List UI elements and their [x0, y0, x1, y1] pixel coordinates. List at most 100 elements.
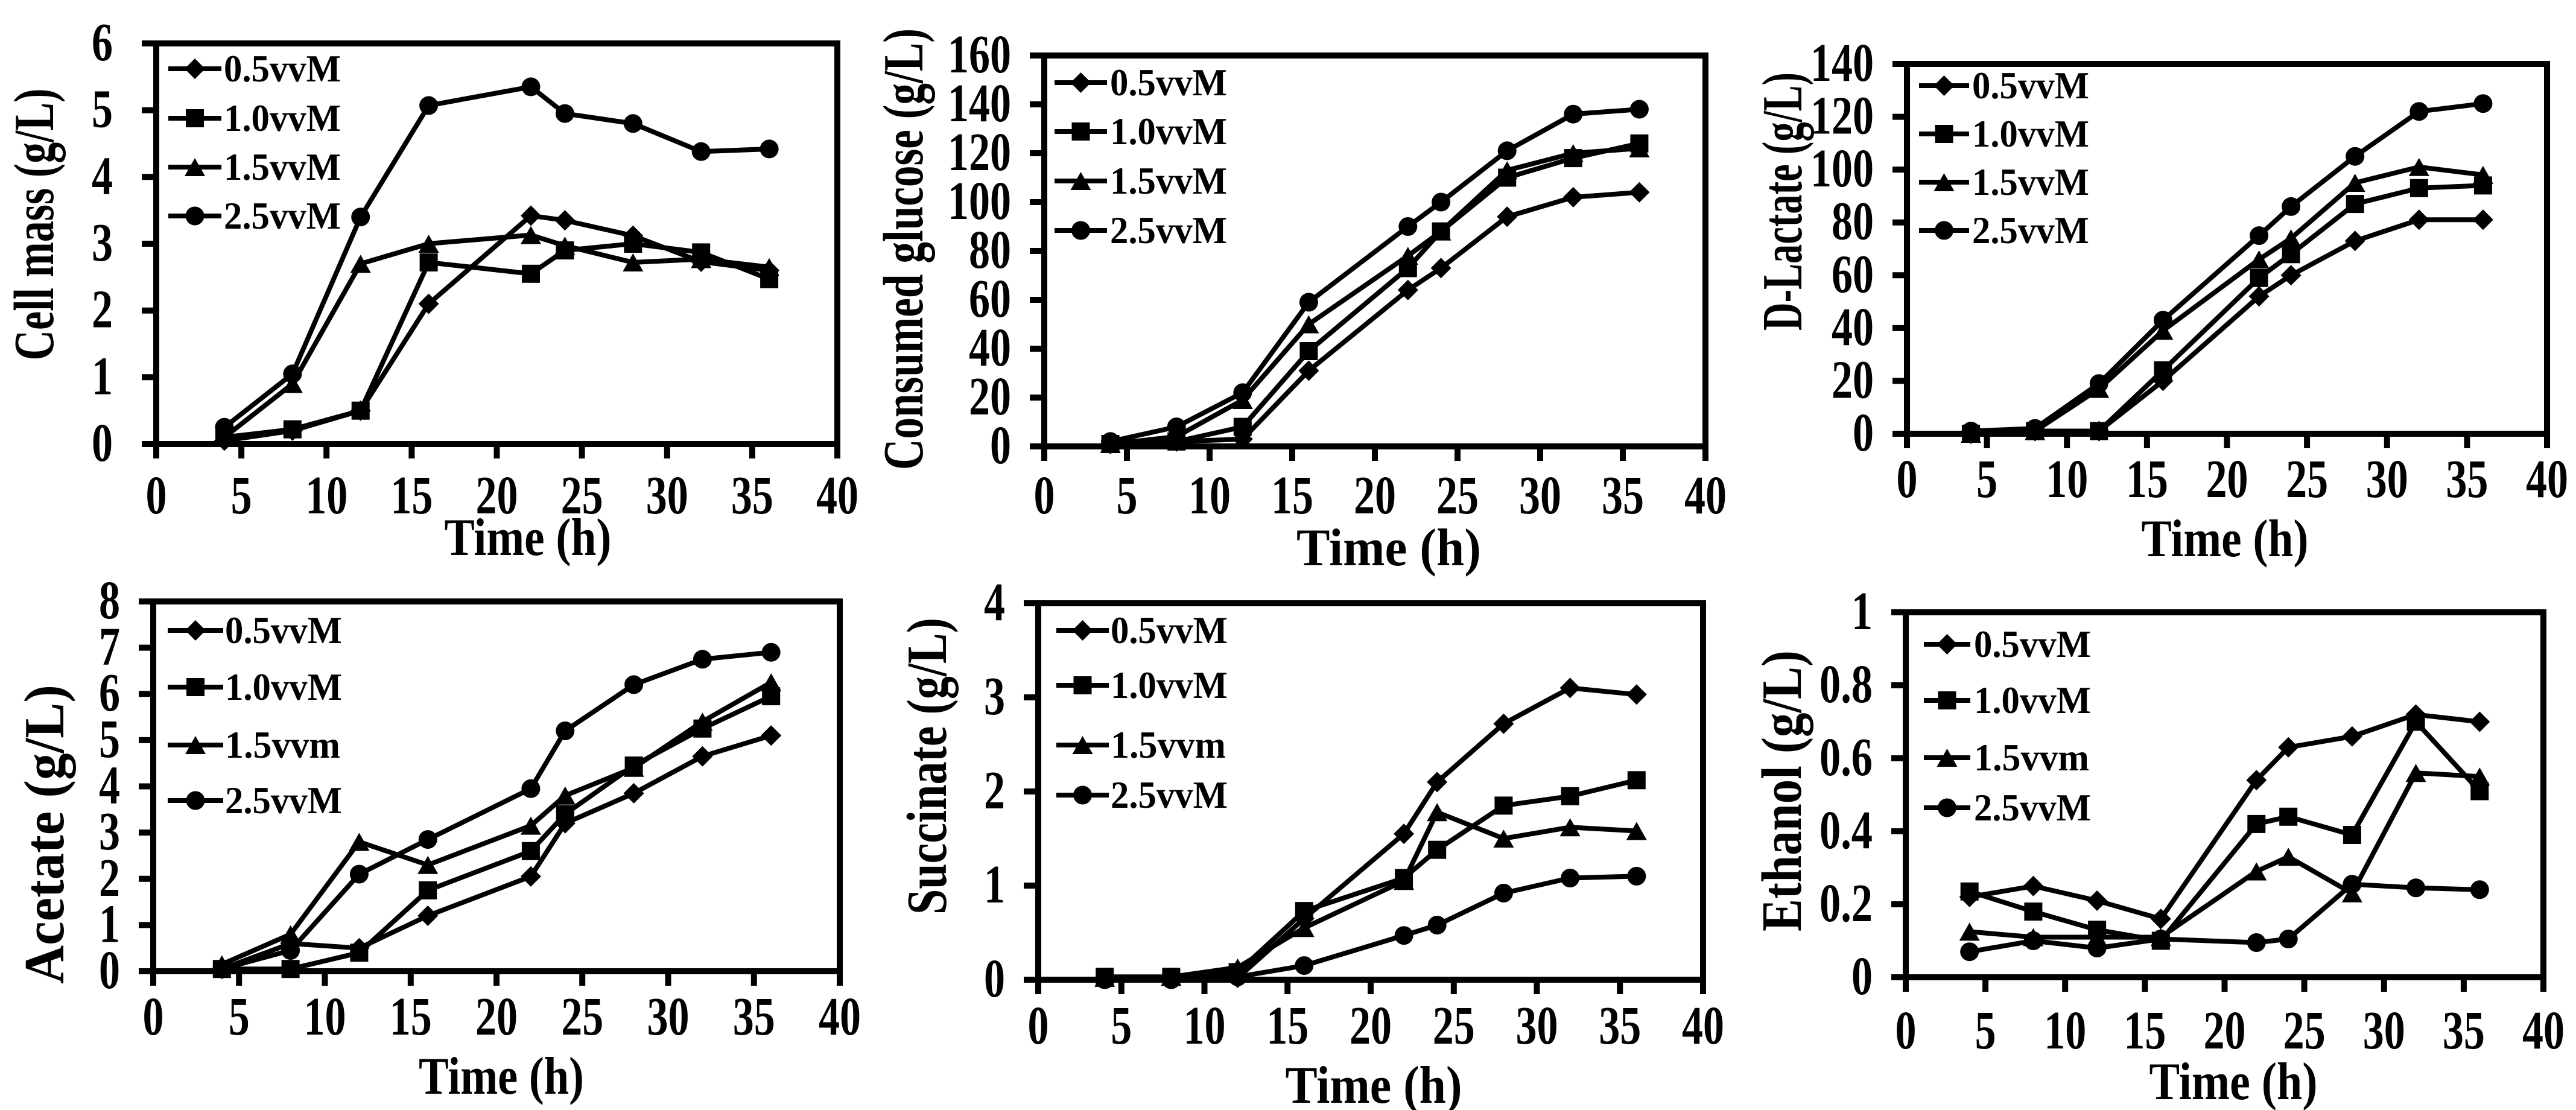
svg-text:0.5vvM: 0.5vvM [1111, 609, 1228, 652]
svg-text:30: 30 [647, 987, 690, 1047]
svg-text:5: 5 [1975, 1001, 1996, 1061]
svg-text:25: 25 [561, 987, 603, 1047]
svg-text:0.5vvM: 0.5vvM [1974, 623, 2091, 665]
svg-text:35: 35 [731, 466, 773, 525]
svg-text:1: 1 [1851, 582, 1873, 641]
svg-text:10: 10 [1184, 996, 1226, 1056]
svg-text:30: 30 [1516, 996, 1558, 1056]
svg-text:2.5vvM: 2.5vvM [1972, 209, 2089, 252]
svg-text:0: 0 [99, 940, 120, 1000]
svg-text:2: 2 [92, 280, 113, 340]
svg-text:5: 5 [99, 709, 120, 769]
svg-text:1.0vvM: 1.0vvM [225, 665, 342, 708]
svg-text:160: 160 [948, 25, 1011, 84]
svg-text:25: 25 [1433, 996, 1475, 1056]
svg-text:0: 0 [990, 416, 1011, 475]
svg-text:0.8: 0.8 [1819, 655, 1873, 714]
svg-text:10: 10 [2046, 449, 2088, 509]
svg-text:5: 5 [1976, 449, 1997, 509]
svg-text:0: 0 [1896, 1001, 1917, 1061]
svg-text:Cell mass (g/L): Cell mass (g/L) [3, 89, 66, 361]
svg-text:4: 4 [92, 146, 113, 206]
svg-text:40: 40 [819, 987, 861, 1047]
svg-text:35: 35 [733, 987, 775, 1047]
svg-text:2.5vvM: 2.5vvM [225, 779, 342, 822]
svg-text:20: 20 [2204, 1001, 2246, 1061]
svg-text:10: 10 [2044, 1001, 2086, 1061]
svg-text:40: 40 [816, 466, 858, 525]
svg-text:20: 20 [475, 987, 518, 1047]
svg-text:25: 25 [2286, 449, 2328, 509]
svg-text:30: 30 [2366, 449, 2408, 509]
svg-text:Time (h): Time (h) [419, 1047, 584, 1106]
svg-text:1: 1 [92, 346, 113, 406]
svg-text:5: 5 [92, 80, 113, 139]
svg-text:35: 35 [1602, 466, 1644, 525]
svg-text:30: 30 [646, 466, 688, 525]
svg-text:0: 0 [1034, 466, 1055, 525]
svg-text:0: 0 [1851, 947, 1873, 1006]
svg-text:25: 25 [2283, 1001, 2326, 1061]
svg-text:5: 5 [231, 466, 252, 525]
svg-text:80: 80 [1832, 192, 1874, 252]
svg-text:60: 60 [1832, 244, 1874, 304]
svg-text:0.5vvM: 0.5vvM [225, 609, 342, 652]
svg-text:30: 30 [2363, 1001, 2405, 1061]
svg-text:Ethanol (g/L): Ethanol (g/L) [1751, 650, 1813, 931]
svg-text:30: 30 [1519, 466, 1561, 525]
svg-text:15: 15 [1266, 996, 1309, 1056]
svg-text:1.0vvM: 1.0vvM [1974, 679, 2091, 722]
svg-text:Acetate (g/L): Acetate (g/L) [13, 685, 76, 984]
svg-text:6: 6 [92, 13, 113, 72]
svg-text:2.5vvM: 2.5vvM [1111, 773, 1228, 816]
svg-text:15: 15 [2124, 1001, 2166, 1061]
svg-text:40: 40 [1682, 996, 1724, 1056]
svg-text:20: 20 [476, 466, 518, 525]
svg-text:1.5vvm: 1.5vvm [225, 723, 340, 766]
svg-text:35: 35 [2446, 449, 2488, 509]
svg-text:120: 120 [948, 122, 1011, 182]
svg-text:10: 10 [304, 987, 346, 1047]
svg-text:40: 40 [969, 318, 1011, 378]
svg-text:20: 20 [1350, 996, 1392, 1056]
svg-text:Time (h): Time (h) [1296, 519, 1481, 577]
svg-text:0.2: 0.2 [1819, 874, 1873, 933]
svg-text:2: 2 [984, 761, 1005, 820]
svg-text:2.5vvM: 2.5vvM [1974, 786, 2091, 829]
svg-text:0: 0 [143, 987, 164, 1047]
svg-text:0: 0 [1853, 403, 1874, 463]
svg-text:6: 6 [99, 663, 120, 723]
svg-text:1.5vvm: 1.5vvm [1111, 723, 1226, 766]
svg-text:40: 40 [1832, 297, 1874, 357]
svg-text:20: 20 [1832, 350, 1874, 410]
svg-text:8: 8 [99, 571, 120, 630]
svg-text:100: 100 [1810, 139, 1874, 198]
svg-text:1: 1 [984, 855, 1005, 915]
svg-text:2.5vvM: 2.5vvM [224, 194, 341, 237]
svg-text:D-Lactate (g/L): D-Lactate (g/L) [1751, 72, 1814, 331]
svg-text:0.5vvM: 0.5vvM [224, 47, 341, 90]
svg-text:3: 3 [984, 667, 1005, 726]
svg-text:0: 0 [92, 413, 113, 473]
svg-text:40: 40 [2522, 1001, 2565, 1061]
svg-text:Time (h): Time (h) [1286, 1056, 1462, 1110]
svg-text:35: 35 [2443, 1001, 2485, 1061]
svg-text:20: 20 [969, 367, 1011, 427]
svg-text:Time (h): Time (h) [2149, 1053, 2318, 1110]
svg-text:80: 80 [969, 220, 1011, 280]
svg-text:4: 4 [99, 756, 120, 816]
svg-text:3: 3 [92, 213, 113, 273]
svg-text:1.0vvM: 1.0vvM [1110, 110, 1227, 153]
svg-text:10: 10 [305, 466, 347, 525]
svg-text:1.5vvm: 1.5vvm [1974, 736, 2089, 779]
svg-text:5: 5 [1111, 996, 1132, 1056]
svg-text:1: 1 [99, 894, 120, 954]
svg-text:40: 40 [2526, 449, 2568, 509]
svg-text:25: 25 [1436, 466, 1479, 525]
svg-text:2.5vvM: 2.5vvM [1110, 209, 1227, 252]
svg-text:4: 4 [984, 572, 1005, 632]
svg-text:120: 120 [1810, 86, 1874, 146]
svg-text:60: 60 [969, 269, 1011, 329]
svg-text:0.4: 0.4 [1819, 801, 1873, 860]
svg-text:140: 140 [1810, 33, 1874, 93]
